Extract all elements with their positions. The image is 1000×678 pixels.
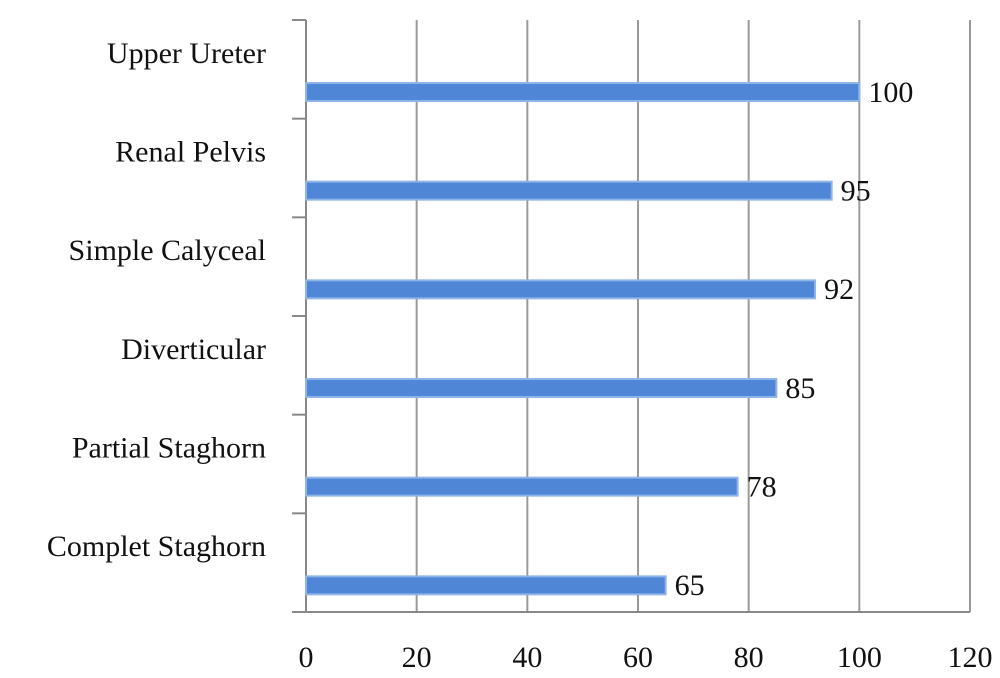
y-tick-label: Diverticular <box>121 333 266 366</box>
value-label: 65 <box>675 569 705 602</box>
x-tick-label: 60 <box>623 641 653 674</box>
bar <box>305 575 667 596</box>
bar <box>305 378 778 398</box>
value-label: 100 <box>868 76 913 109</box>
bar <box>305 476 739 497</box>
y-tick-label: Renal Pelvis <box>115 136 266 169</box>
x-tick-label: 100 <box>837 641 882 674</box>
value-label: 85 <box>785 372 815 405</box>
bar <box>305 180 833 201</box>
y-tick-label: Complet Staghorn <box>47 530 266 563</box>
value-label: 78 <box>747 471 777 504</box>
y-tick-label: Upper Ureter <box>107 37 266 70</box>
y-tick-label: Simple Calyceal <box>69 234 266 267</box>
x-tick-label: 120 <box>948 641 993 674</box>
x-tick-label: 80 <box>734 641 764 674</box>
x-tick-label: 0 <box>299 641 314 674</box>
y-tick-label: Partial Staghorn <box>72 432 266 465</box>
x-tick-label: 40 <box>512 641 542 674</box>
bar <box>305 82 861 102</box>
value-label: 95 <box>841 175 871 208</box>
value-label: 92 <box>824 273 854 306</box>
bar <box>305 279 817 300</box>
x-tick-label: 20 <box>402 641 432 674</box>
